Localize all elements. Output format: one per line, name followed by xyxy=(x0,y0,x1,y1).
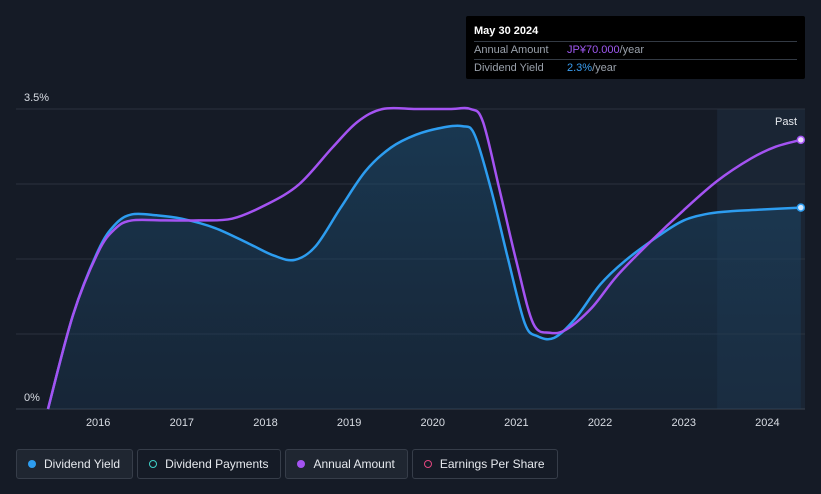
x-tick-label: 2022 xyxy=(588,417,612,429)
tooltip-row-dividend-yield: Dividend Yield 2.3% /year xyxy=(474,59,797,77)
legend-ring-icon xyxy=(149,460,158,468)
y-tick-label-top: 3.5% xyxy=(24,92,49,104)
x-tick-label: 2019 xyxy=(337,417,361,429)
tooltip-panel: May 30 2024 Annual Amount JP¥70.000 /yea… xyxy=(466,16,805,79)
tooltip-dividend-yield-value: 2.3% xyxy=(567,62,593,74)
dividend-yield-area xyxy=(48,125,801,409)
legend-dividend-yield[interactable]: Dividend Yield xyxy=(16,449,134,479)
annual-amount-end-point xyxy=(796,135,806,145)
x-tick-label: 2018 xyxy=(253,417,277,429)
legend-label: Earnings Per Share xyxy=(439,457,545,471)
legend-dividend-payments[interactable]: Dividend Payments xyxy=(137,449,282,479)
legend-label: Annual Amount xyxy=(313,457,395,471)
legend-earnings-per-share[interactable]: Earnings Per Share xyxy=(411,449,558,479)
annual-amount-line xyxy=(46,106,802,410)
legend-ring-icon xyxy=(423,460,432,468)
x-tick-label: 2016 xyxy=(86,417,110,429)
chart-legend: Dividend Yield Dividend Payments Annual … xyxy=(16,449,558,479)
x-tick-label: 2021 xyxy=(504,417,528,429)
y-tick-label-bottom: 0% xyxy=(24,392,40,404)
dividend-yield-end-point xyxy=(796,203,806,212)
x-tick-label: 2023 xyxy=(671,417,695,429)
tooltip-dividend-yield-label: Dividend Yield xyxy=(474,62,544,74)
tooltip-annual-amount-value: JP¥70.000 xyxy=(567,44,620,56)
x-tick-label: 2024 xyxy=(755,417,779,429)
x-tick-label: 2017 xyxy=(170,417,194,429)
tooltip-annual-amount-unit: /year xyxy=(619,44,645,56)
tooltip-dividend-yield-unit: /year xyxy=(592,62,617,74)
x-tick-label: 2020 xyxy=(421,417,445,429)
legend-annual-amount[interactable]: Annual Amount xyxy=(285,449,408,479)
tooltip-row-annual-amount: Annual Amount JP¥70.000 /year xyxy=(474,41,797,59)
legend-dot-icon xyxy=(297,460,306,468)
legend-label: Dividend Payments xyxy=(165,457,269,471)
legend-label: Dividend Yield xyxy=(44,457,121,471)
tooltip-date: May 30 2024 xyxy=(474,25,539,37)
past-label: Past xyxy=(775,116,797,128)
legend-dot-icon xyxy=(28,460,36,468)
tooltip-annual-amount-label: Annual Amount xyxy=(474,44,549,56)
